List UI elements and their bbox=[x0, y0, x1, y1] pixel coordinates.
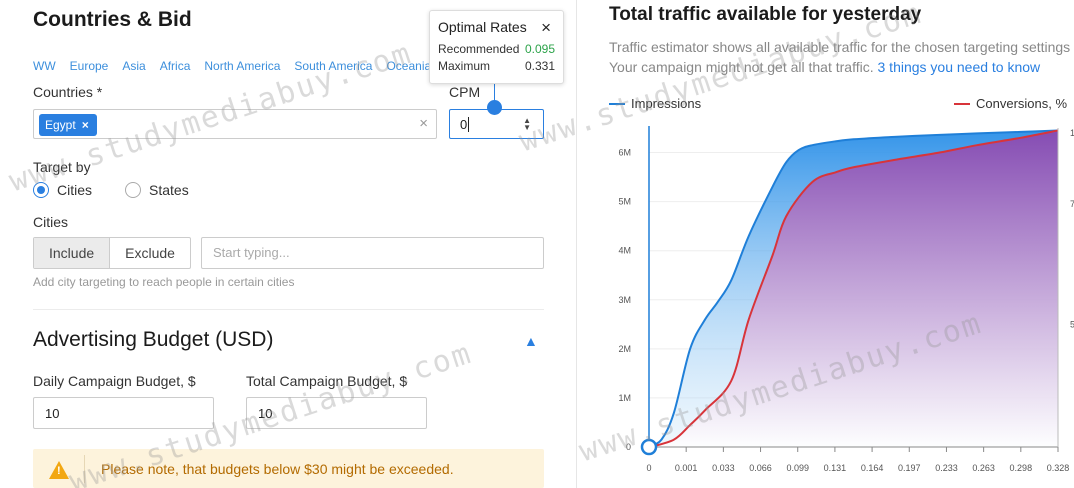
impressions-line[interactable] bbox=[647, 129, 1059, 448]
daily-budget-input[interactable]: 10 bbox=[33, 397, 214, 429]
traffic-chart: 0 0.001 0.033 0.066 0.099 0.131 0.164 0.197 0.23… bbox=[618, 126, 1074, 473]
x-tick-label: 0 bbox=[646, 463, 651, 473]
conversions-line[interactable] bbox=[647, 129, 1059, 449]
impressions-line-icon bbox=[609, 102, 625, 105]
chart-axes: 0 0.001 0.033 0.066 0.099 0.131 0.164 0.197 0.23… bbox=[618, 126, 1074, 473]
right-axis-tick-label: 7 bbox=[1070, 199, 1074, 209]
cities-search-input[interactable]: Start typing... bbox=[201, 237, 544, 269]
x-tick-label: 0.033 bbox=[712, 463, 735, 473]
tooltip-title: Optimal Rates bbox=[438, 19, 527, 35]
y-tick-label: 4M bbox=[618, 246, 631, 256]
recommended-label: Recommended bbox=[438, 42, 520, 56]
region-link-south-america[interactable]: South America bbox=[294, 59, 373, 73]
chart-start-marker[interactable] bbox=[640, 438, 658, 456]
region-link-africa[interactable]: Africa bbox=[159, 59, 191, 73]
cpm-slider-line bbox=[494, 84, 495, 104]
right-panel: Total traffic available for yesterday Tr… bbox=[578, 0, 1074, 488]
radio-cities[interactable]: Cities bbox=[33, 182, 92, 198]
cities-label: Cities bbox=[33, 214, 69, 230]
countries-label: Countries * bbox=[33, 84, 103, 100]
x-tick-label: 0.298 bbox=[1010, 463, 1033, 473]
include-exclude-toggle: Include Exclude bbox=[33, 237, 191, 269]
budget-warning-note: ! Please note, that budgets below $30 mi… bbox=[33, 449, 544, 488]
budget-section-title: Advertising Budget (USD) bbox=[33, 328, 274, 351]
include-button[interactable]: Include bbox=[34, 238, 111, 268]
y-tick-label: 2M bbox=[618, 344, 631, 354]
radio-cities-label: Cities bbox=[57, 182, 93, 198]
left-panel: Countries & Bid WW Europe Asia Africa No… bbox=[33, 0, 577, 488]
cpm-label: CPM bbox=[449, 84, 481, 100]
optimal-rates-tooltip: Optimal Rates × Recommended 0.095 Maximu… bbox=[429, 10, 564, 84]
radio-states[interactable]: States bbox=[125, 182, 189, 198]
section-divider bbox=[33, 309, 544, 310]
countries-select[interactable]: Egypt × × bbox=[33, 109, 437, 139]
tooltip-close-icon[interactable]: × bbox=[541, 18, 551, 37]
legend-conversions[interactable]: Conversions, % bbox=[954, 96, 1067, 111]
right-axis-tick-label: 1 bbox=[1070, 128, 1074, 138]
traffic-desc-line1: Traffic estimator shows all available tr… bbox=[609, 39, 1071, 55]
three-things-link[interactable]: 3 things you need to know bbox=[877, 59, 1041, 75]
y-tick-label: 3M bbox=[618, 295, 631, 305]
x-tick-label: 0.001 bbox=[675, 463, 698, 473]
maximum-value[interactable]: 0.331 bbox=[524, 59, 555, 73]
chevron-up-icon[interactable]: ▲ bbox=[524, 333, 538, 349]
radio-unselected-icon bbox=[125, 182, 141, 198]
region-link-oceania[interactable]: Oceania bbox=[386, 59, 432, 73]
cpm-value: 0 bbox=[460, 117, 468, 132]
x-tick-label: 0.164 bbox=[861, 463, 884, 473]
clear-countries-icon[interactable]: × bbox=[419, 115, 428, 132]
y-tick-label: 6M bbox=[618, 148, 631, 158]
section-title-countries-bid: Countries & Bid bbox=[33, 8, 192, 31]
exclude-button[interactable]: Exclude bbox=[125, 245, 175, 261]
region-links: WW Europe Asia Africa North America Sout… bbox=[33, 59, 431, 73]
country-chip-egypt: Egypt × bbox=[39, 114, 97, 136]
cpm-stepper-icon[interactable]: ▲ ▼ bbox=[523, 116, 531, 132]
traffic-desc-line2: Your campaign might not get all that tra… bbox=[609, 59, 874, 75]
x-tick-label: 0.066 bbox=[749, 463, 772, 473]
total-budget-label: Total Campaign Budget, $ bbox=[246, 373, 408, 389]
conversions-area bbox=[648, 130, 1058, 448]
legend-conversions-label: Conversions, % bbox=[976, 96, 1068, 111]
cities-hint: Add city targeting to reach people in ce… bbox=[33, 275, 295, 289]
maximum-label: Maximum bbox=[438, 59, 491, 73]
cpm-input[interactable]: 0 ▲ ▼ bbox=[449, 109, 544, 139]
remove-chip-icon[interactable]: × bbox=[81, 118, 89, 132]
warning-icon: ! bbox=[49, 461, 69, 479]
legend-impressions[interactable]: Impressions bbox=[609, 96, 701, 111]
radio-selected-icon bbox=[33, 182, 49, 198]
note-separator bbox=[84, 455, 85, 483]
region-link-north-america[interactable]: North America bbox=[204, 59, 281, 73]
conversions-line-icon bbox=[954, 102, 970, 105]
budget-warning-text: Please note, that budgets below $30 migh… bbox=[101, 461, 454, 477]
cpm-slider-handle[interactable] bbox=[487, 100, 502, 115]
x-tick-label: 0.233 bbox=[935, 463, 958, 473]
legend-impressions-label: Impressions bbox=[631, 96, 702, 111]
tooltip-row-recommended: Recommended 0.095 bbox=[438, 42, 555, 56]
recommended-value[interactable]: 0.095 bbox=[524, 42, 555, 56]
total-budget-input[interactable]: 10 bbox=[246, 397, 427, 429]
daily-budget-label: Daily Campaign Budget, $ bbox=[33, 373, 196, 389]
x-tick-label: 0.197 bbox=[898, 463, 921, 473]
region-link-europe[interactable]: Europe bbox=[69, 59, 109, 73]
traffic-description: Traffic estimator shows all available tr… bbox=[609, 37, 1070, 77]
traffic-title: Total traffic available for yesterday bbox=[609, 4, 922, 25]
x-tick-label: 0.131 bbox=[824, 463, 847, 473]
x-tick-label: 0.263 bbox=[972, 463, 995, 473]
y-tick-label: 1M bbox=[618, 393, 631, 403]
region-link-asia[interactable]: Asia bbox=[122, 59, 146, 73]
radio-states-label: States bbox=[149, 182, 189, 198]
country-chip-label: Egypt bbox=[45, 118, 76, 132]
x-tick-label: 0.099 bbox=[786, 463, 809, 473]
region-link-ww[interactable]: WW bbox=[33, 59, 56, 73]
target-by-label: Target by bbox=[33, 159, 91, 175]
x-tick-label: 0.328 bbox=[1047, 463, 1070, 473]
tooltip-row-maximum: Maximum 0.331 bbox=[438, 59, 555, 73]
y-tick-label: 5M bbox=[618, 197, 631, 207]
y-tick-label: 0 bbox=[626, 442, 631, 452]
right-axis-tick-label: 5 bbox=[1070, 319, 1074, 329]
